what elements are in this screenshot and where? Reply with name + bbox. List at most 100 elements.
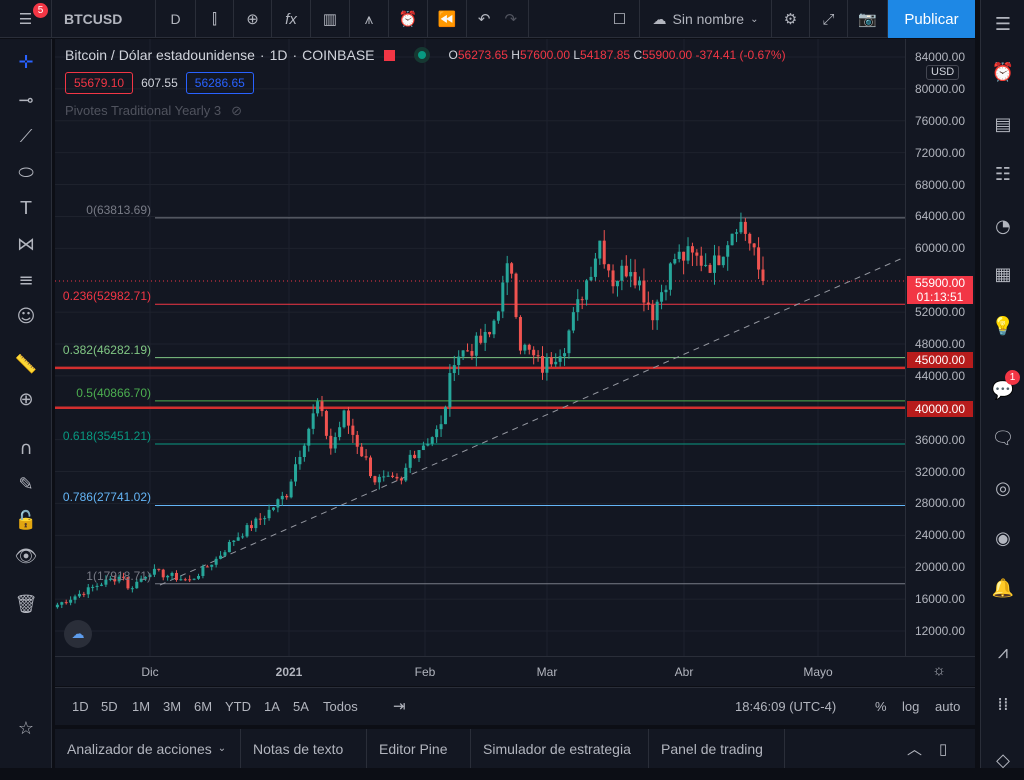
ask-price[interactable]: 56286.65 — [185, 72, 254, 94]
zoom-in-icon[interactable]: ⊕ — [18, 388, 34, 410]
log-toggle[interactable]: log — [902, 699, 920, 714]
streams-icon[interactable]: ◎ — [995, 477, 1011, 499]
symbol-search[interactable]: BTCUSD — [52, 0, 156, 38]
publish-button[interactable]: Publicar — [888, 0, 975, 38]
bid-ask: 55679.10 607.55 56286.65 — [65, 72, 254, 94]
layout-name-button[interactable]: ☁ Sin nombre ⌄ — [640, 0, 772, 38]
stay-drawing-icon[interactable]: ✎ — [18, 473, 34, 495]
tab-stock-screener[interactable]: Analizador de acciones ⌄ — [55, 729, 241, 768]
fib-level-label[interactable]: 0.5(40866.70) — [76, 385, 151, 400]
fib-level-label[interactable]: 0.786(27741.02) — [62, 490, 151, 505]
candle-up — [60, 602, 64, 605]
auto-toggle[interactable]: auto — [935, 699, 961, 714]
pattern-icon[interactable]: ⬭ — [18, 161, 34, 183]
trendline-tools-icon[interactable]: ⟋ — [19, 125, 33, 147]
undo-icon[interactable]: ↶ — [477, 11, 491, 28]
data-window-icon[interactable]: ☷ — [994, 163, 1012, 185]
chevron-up-icon[interactable]: ︿ — [907, 741, 923, 758]
tab-strategy-tester[interactable]: Simulador de estrategia — [471, 729, 649, 768]
candle-up — [496, 311, 500, 321]
lock-icon[interactable]: 🔓 — [14, 509, 38, 531]
news-icon[interactable]: ▤ — [994, 113, 1012, 135]
fullscreen-icon[interactable]: ⤢ — [810, 0, 848, 38]
object-tree-icon[interactable]: ⁞⁞ — [997, 693, 1009, 715]
interval-button[interactable]: D — [156, 0, 196, 38]
tradingview-logo[interactable]: ☁ — [64, 620, 92, 648]
goto-date-icon[interactable]: ⇥ — [393, 698, 406, 715]
settings-gear-icon[interactable]: ⚙ — [772, 0, 810, 38]
clock[interactable]: 18:46:09 (UTC-4) — [735, 699, 837, 714]
range-1d[interactable]: 1D — [72, 699, 89, 714]
flag-icon[interactable] — [383, 49, 395, 61]
financials-icon[interactable]: ⩚ — [350, 0, 389, 38]
xabcd-pattern-icon[interactable]: ⋈ — [17, 233, 35, 255]
fib-level-label[interactable]: 0.236(52982.71) — [62, 289, 151, 304]
candle-down — [761, 269, 765, 282]
replay-icon[interactable]: ⏪ — [428, 0, 467, 38]
legend-interval: 1D — [269, 47, 288, 63]
time-axis[interactable]: Dic 2021 Feb Mar Abr Mayo ☼ — [55, 656, 975, 686]
axis-settings-icon[interactable]: ☼ — [932, 662, 946, 679]
alarm-icon[interactable]: ⏰ — [389, 0, 428, 38]
candle-down — [549, 357, 553, 365]
crosshair-icon[interactable]: ✛ — [18, 51, 34, 73]
percent-toggle[interactable]: % — [875, 699, 887, 714]
chart-pane[interactable] — [55, 39, 975, 656]
notifications-bell-icon[interactable]: 🔔 — [991, 577, 1015, 599]
messages-icon[interactable]: 🗨 — [991, 427, 1015, 449]
tab-pine-editor[interactable]: Editor Pine — [367, 729, 471, 768]
price-axis[interactable]: USD 84000.00 80000.00 76000.00 72000.00 6800… — [905, 39, 975, 656]
candle-up — [342, 410, 346, 428]
compare-icon[interactable]: ⊕ — [234, 0, 272, 38]
fib-level-label[interactable]: 0.382(46282.19) — [62, 342, 151, 357]
candle-down — [355, 434, 359, 447]
bid-price[interactable]: 55679.10 — [65, 72, 134, 94]
trash-icon[interactable]: 🗑 — [14, 593, 38, 615]
star-icon[interactable]: ☆ — [17, 717, 35, 739]
camera-icon[interactable]: 📷 — [848, 0, 888, 38]
fib-level-label[interactable]: 0(63813.69) — [86, 202, 151, 217]
menu-button[interactable]: ☰ 5 — [0, 0, 52, 38]
watchlist-icon[interactable]: ☰ — [994, 13, 1012, 35]
tab-text-notes[interactable]: Notas de texto — [241, 729, 367, 768]
range-1m[interactable]: 1M — [132, 699, 151, 714]
ideas-bulb-icon[interactable]: 💡 — [991, 315, 1015, 337]
ruler-icon[interactable]: 📏 — [14, 353, 38, 375]
range-all[interactable]: Todos — [323, 699, 358, 714]
broadcast-icon[interactable]: ◉ — [995, 527, 1011, 549]
hotlist-icon[interactable]: ◔ — [995, 215, 1011, 237]
horizontal-line-icon[interactable]: ⊸ — [18, 89, 34, 111]
chart-canvas[interactable] — [55, 39, 905, 656]
chat-icon[interactable]: 💬 1 — [981, 370, 1024, 410]
candles-icon[interactable]: ⫿ — [196, 0, 234, 38]
alerts-clock-icon[interactable]: ⏰ — [991, 61, 1015, 83]
candle-down — [682, 251, 686, 261]
templates-icon[interactable]: ▥ — [311, 0, 350, 38]
text-icon[interactable]: T — [20, 197, 32, 219]
currency-label[interactable]: USD — [926, 65, 960, 80]
fullscreen-square-icon[interactable]: ☐ — [600, 0, 640, 38]
diamond-icon[interactable]: ◇ — [996, 749, 1010, 771]
fib-level-label[interactable]: 1(17918.71) — [86, 568, 151, 583]
candle-up — [576, 299, 580, 313]
indicators-icon[interactable]: fx — [272, 0, 311, 38]
magnet-icon[interactable]: ∩ — [19, 437, 33, 459]
range-6m[interactable]: 6M — [194, 699, 213, 714]
eye-hidden-icon[interactable]: ⊘ — [231, 103, 243, 118]
fib-level-label[interactable]: 0.618(35451.21) — [62, 429, 151, 444]
candle-down — [699, 255, 703, 266]
prediction-icon[interactable]: ≡ — [18, 269, 34, 291]
calendar-icon[interactable]: ▦ — [994, 263, 1012, 285]
maximize-panel-icon[interactable]: ▯ — [939, 740, 948, 758]
range-5a[interactable]: 5A — [293, 699, 309, 714]
dom-icon[interactable]: ⩘ — [997, 641, 1009, 663]
range-1a[interactable]: 1A — [264, 699, 280, 714]
eye-icon[interactable]: 👁 — [14, 545, 38, 567]
emoji-icon[interactable]: ☺ — [16, 305, 36, 327]
range-5d[interactable]: 5D — [101, 699, 118, 714]
indicator-legend[interactable]: Pivotes Traditional Yearly 3 ⊘ — [65, 103, 242, 119]
redo-icon[interactable]: ↷ — [504, 11, 518, 28]
range-ytd[interactable]: YTD — [225, 699, 251, 714]
tab-trading-panel[interactable]: Panel de trading — [649, 729, 785, 768]
range-3m[interactable]: 3M — [163, 699, 182, 714]
